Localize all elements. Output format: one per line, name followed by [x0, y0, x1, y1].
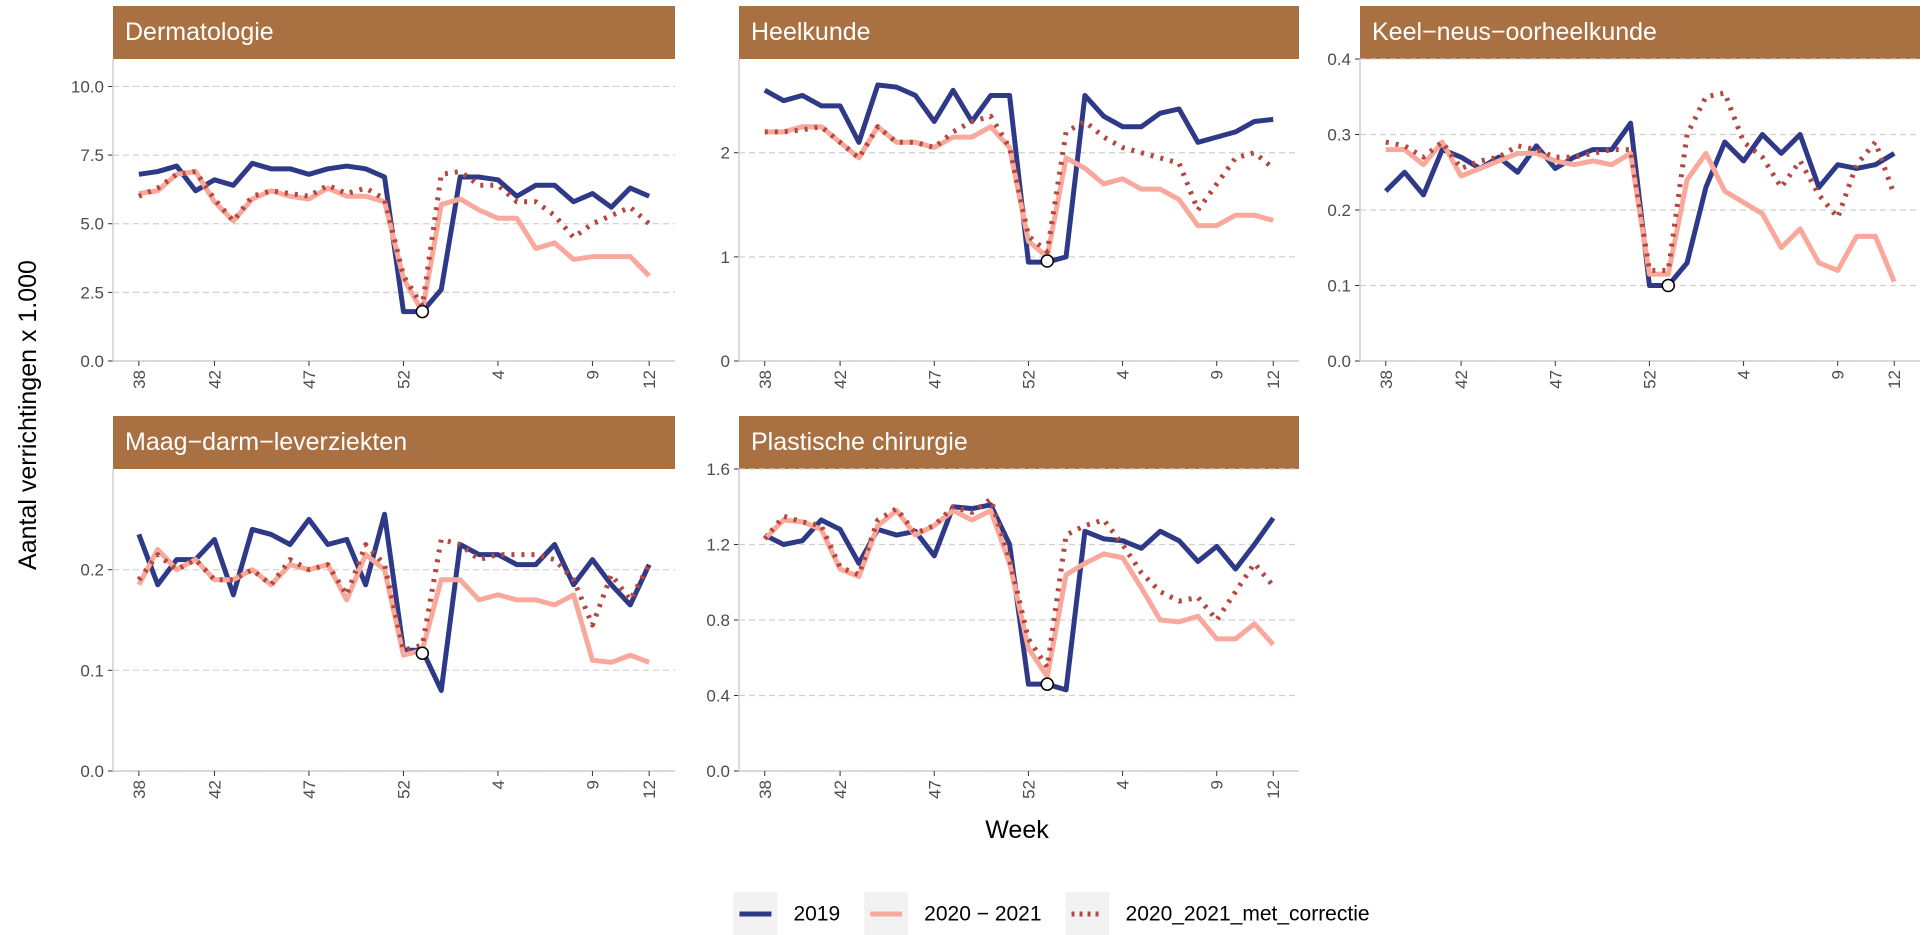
x-tick-label: 47 [300, 370, 319, 389]
x-tick-label: 42 [831, 370, 850, 389]
y-tick-label: 0.2 [80, 561, 104, 580]
panel-strip [739, 416, 1299, 469]
legend-label[interactable]: 2019 [793, 903, 840, 926]
x-tick-label: 9 [583, 370, 602, 379]
highlight-point [415, 646, 430, 660]
series-line [1385, 139, 1897, 283]
x-tick-label: 4 [1114, 780, 1133, 789]
panel-strip [1360, 6, 1920, 59]
x-tick-label: 52 [394, 780, 413, 799]
x-tick-label: 52 [1019, 370, 1038, 389]
y-tick-label: 7.5 [80, 146, 104, 165]
legend-label[interactable]: 2020 − 2021 [924, 903, 1041, 926]
legend-label[interactable]: 2020_2021_met_correctie [1126, 903, 1370, 926]
y-tick-label: 0 [721, 352, 730, 371]
series-line [762, 508, 1276, 680]
panel-strip [113, 416, 675, 469]
x-tick-label: 9 [583, 780, 602, 789]
y-tick-label: 0.1 [80, 661, 104, 680]
x-tick-label: 38 [756, 370, 775, 389]
y-tick-label: 0.4 [706, 687, 730, 706]
x-tick-label: 9 [1829, 370, 1848, 379]
y-tick-label: 0.0 [1327, 352, 1351, 371]
series-line [136, 511, 652, 693]
x-tick-label: 12 [640, 370, 659, 389]
x-tick-label: 9 [1208, 370, 1227, 379]
x-tick-label: 42 [1452, 370, 1471, 389]
x-tick-label: 4 [489, 780, 508, 789]
x-tick-label: 47 [925, 370, 944, 389]
highlight-point [415, 304, 430, 319]
highlight-point [1040, 254, 1054, 268]
x-tick-label: 42 [831, 780, 850, 799]
series-line [136, 536, 652, 653]
highlight-point [1661, 278, 1675, 293]
y-tick-label: 0.4 [1327, 50, 1351, 69]
legend: 2019 2020 − 2021 2020_2021_met_correctie [733, 892, 1370, 935]
y-tick-label: 0.2 [1327, 201, 1351, 220]
x-tick-label: 38 [130, 780, 149, 799]
y-tick-label: 0.0 [80, 352, 104, 371]
y-tick-label: 1.6 [706, 460, 730, 479]
y-tick-label: 0.1 [1327, 277, 1351, 296]
y-tick-label: 1 [721, 248, 730, 267]
series-line [762, 496, 1276, 670]
x-tick-label: 52 [1640, 370, 1659, 389]
x-tick-label: 42 [205, 780, 224, 799]
y-tick-label: 2 [721, 144, 730, 163]
series-line [763, 82, 1274, 265]
x-tick-label: 12 [1264, 780, 1283, 799]
panel-strip [739, 6, 1299, 59]
y-tick-label: 10.0 [71, 77, 104, 96]
series-line [136, 547, 651, 665]
series-line [764, 124, 1274, 260]
y-axis-title: Aantal verrichtingen x 1.000 [14, 260, 42, 570]
x-tick-label: 42 [205, 370, 224, 389]
y-tick-label: 2.5 [80, 283, 104, 302]
series-line [137, 169, 651, 309]
x-tick-label: 4 [1735, 370, 1754, 379]
y-tick-label: 0.3 [1327, 126, 1351, 145]
panel-title: Dermatologie [125, 18, 274, 46]
x-tick-label: 52 [1019, 780, 1038, 799]
highlight-point [1040, 677, 1054, 691]
panel-title: Plastische chirurgie [751, 428, 968, 456]
x-tick-label: 12 [1264, 370, 1283, 389]
x-axis-title: Week [985, 816, 1049, 844]
panel-title: Keel−neus−oorheelkunde [1372, 18, 1657, 46]
x-tick-label: 38 [130, 370, 149, 389]
y-tick-label: 5.0 [80, 215, 104, 234]
y-tick-label: 0.8 [706, 611, 730, 630]
panel-strip [113, 6, 675, 59]
x-tick-label: 12 [640, 780, 659, 799]
x-tick-label: 47 [925, 780, 944, 799]
x-tick-label: 4 [489, 370, 508, 379]
x-tick-label: 52 [394, 370, 413, 389]
panel-title: Heelkunde [751, 18, 871, 46]
series-line [764, 113, 1275, 255]
x-tick-label: 4 [1114, 370, 1133, 379]
y-tick-label: 0.0 [706, 762, 730, 781]
x-tick-label: 47 [1546, 370, 1565, 389]
x-tick-label: 38 [1377, 370, 1396, 389]
panel-title: Maag−darm−leverziekten [125, 428, 407, 456]
y-tick-label: 0.0 [80, 762, 104, 781]
y-tick-label: 1.2 [706, 536, 730, 555]
x-tick-label: 12 [1885, 370, 1904, 389]
x-tick-label: 47 [300, 780, 319, 799]
x-tick-label: 9 [1208, 780, 1227, 789]
x-tick-label: 38 [756, 780, 775, 799]
